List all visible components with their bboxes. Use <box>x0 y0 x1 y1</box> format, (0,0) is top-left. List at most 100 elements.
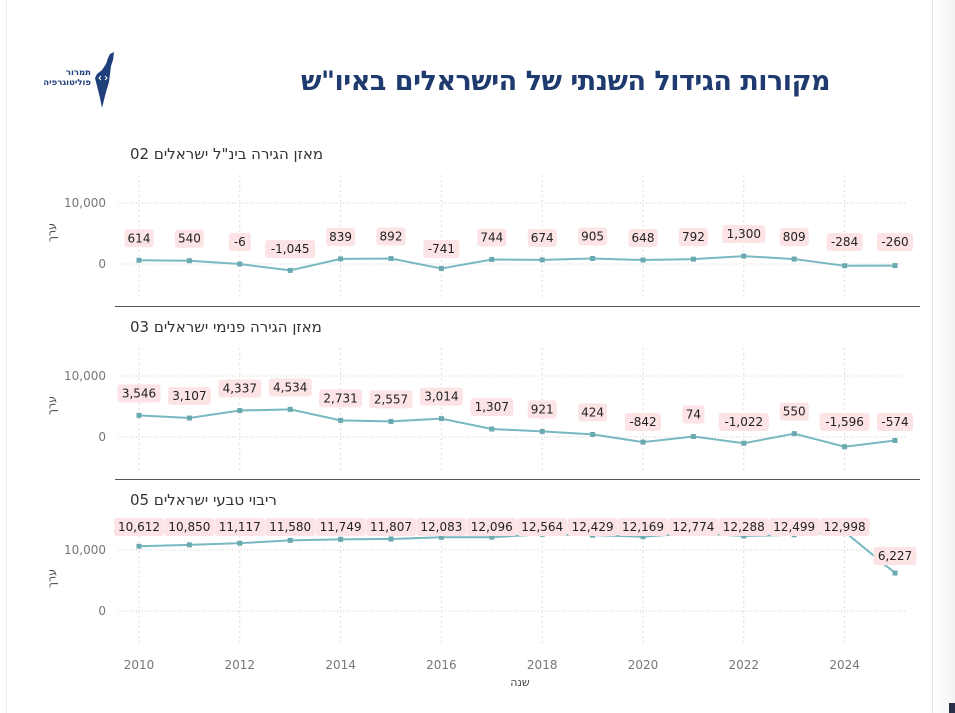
data-label-bg <box>527 400 557 419</box>
data-label: -6 <box>234 235 246 249</box>
data-label: 6,227 <box>878 549 912 563</box>
data-label: 3,107 <box>172 389 206 403</box>
data-label: 550 <box>783 405 806 419</box>
data-label-bg <box>466 518 517 536</box>
data-label-bg <box>625 413 661 431</box>
data-label: 648 <box>632 231 655 245</box>
data-label: 905 <box>581 229 604 243</box>
panel-divider-1 <box>115 306 920 307</box>
data-label-bg <box>214 518 265 536</box>
data-point <box>892 570 898 576</box>
data-point <box>640 534 646 540</box>
data-label-bg <box>164 518 215 536</box>
data-label-bg <box>628 229 658 248</box>
data-point <box>590 431 596 437</box>
report-page <box>6 0 941 713</box>
data-label: 744 <box>480 230 503 244</box>
data-label: 2,557 <box>374 392 408 406</box>
data-label-bg <box>769 518 820 536</box>
data-point <box>136 543 142 549</box>
data-label-bg <box>477 228 507 247</box>
data-point <box>690 256 696 262</box>
series-line <box>138 408 896 448</box>
data-label-bg <box>369 390 413 409</box>
data-point <box>388 418 394 424</box>
page-title: מקורות הגידול השנתי של הישראלים באיו"ש <box>300 66 831 97</box>
y-tick-label: 10,000 <box>64 543 106 557</box>
data-label: 792 <box>682 230 705 244</box>
data-point <box>186 258 192 264</box>
data-point <box>741 253 747 259</box>
data-label-bg <box>228 233 251 251</box>
data-point <box>388 256 394 262</box>
data-label: -842 <box>629 415 656 429</box>
data-label-bg <box>265 240 316 258</box>
data-label: 839 <box>329 230 352 244</box>
logo: תמרור פוליטוגרפיה <box>43 52 120 108</box>
data-point <box>438 534 444 540</box>
data-point <box>186 542 192 548</box>
data-label: 12,083 <box>420 520 462 534</box>
data-label: 424 <box>581 405 604 419</box>
data-label: 674 <box>531 231 554 245</box>
data-label-bg <box>779 228 809 247</box>
data-label: 12,998 <box>824 520 866 534</box>
data-point <box>791 256 797 262</box>
data-label-bg <box>114 518 164 536</box>
logo-line2: פוליטוגרפיה <box>43 78 91 88</box>
logo-text: תמרור פוליטוגרפיה <box>43 68 91 88</box>
data-label-bg <box>174 229 204 248</box>
data-point <box>438 266 444 272</box>
data-label: -574 <box>881 415 908 429</box>
x-tick-label: 2020 <box>628 658 659 672</box>
data-point <box>640 439 646 445</box>
data-point <box>438 416 444 422</box>
x-tick-label: 2012 <box>225 658 256 672</box>
data-label: 10,850 <box>168 520 210 534</box>
data-label: 11,749 <box>320 520 362 534</box>
x-tick-label: 2010 <box>124 658 155 672</box>
data-point <box>539 428 545 434</box>
data-label-bg <box>117 384 161 403</box>
data-label: 12,169 <box>622 520 664 534</box>
data-point <box>186 415 192 421</box>
data-label-bg <box>819 413 870 431</box>
data-label-bg <box>567 518 618 536</box>
data-label: 11,117 <box>219 520 261 534</box>
data-label: 809 <box>783 230 806 244</box>
data-point <box>136 412 142 418</box>
data-label-bg <box>124 229 154 248</box>
data-label: 12,288 <box>723 520 765 534</box>
data-label: -741 <box>428 242 455 256</box>
data-label: 12,429 <box>572 520 614 534</box>
data-label: -1,045 <box>271 242 310 256</box>
y-tick-label: 10,000 <box>64 369 106 383</box>
data-label-bg <box>218 379 262 398</box>
data-label-bg <box>718 413 769 431</box>
data-label-bg <box>527 228 557 247</box>
data-label-bg <box>718 518 769 536</box>
panel-title-internal-migration: מאזן הגירה פנימי ישראלים 03 <box>130 318 322 336</box>
data-point <box>338 256 344 262</box>
logo-line1: תמרור <box>65 68 91 78</box>
corner-marker <box>949 703 955 713</box>
data-label: 12,096 <box>471 520 513 534</box>
data-label: 3,546 <box>122 386 156 400</box>
data-point <box>237 261 243 267</box>
data-point <box>338 417 344 423</box>
data-label-bg <box>376 227 406 246</box>
data-label-bg <box>419 387 463 406</box>
data-label-bg <box>722 225 766 244</box>
data-point <box>892 438 898 444</box>
data-label: 74 <box>686 408 701 422</box>
data-label: 11,580 <box>269 520 311 534</box>
data-point <box>590 255 596 261</box>
right-scroll-edge <box>932 0 955 713</box>
data-label-bg <box>618 518 668 536</box>
series-line <box>138 255 896 272</box>
data-label: 540 <box>178 232 201 246</box>
data-label-bg <box>416 518 467 536</box>
data-point <box>741 533 747 539</box>
israel-map-icon <box>95 52 114 108</box>
data-label-bg <box>517 518 568 536</box>
